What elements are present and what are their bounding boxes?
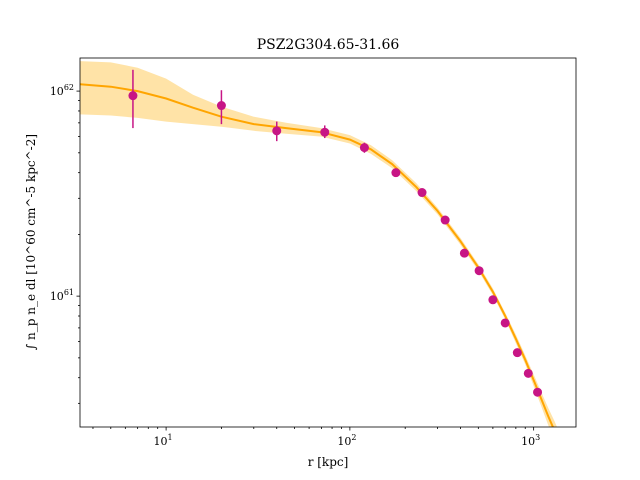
tick-label: 101 [154, 433, 173, 448]
x-axis: 101 102 103 [92, 427, 540, 448]
chart-title: PSZ2G304.65-31.66 [257, 37, 400, 53]
data-marker [320, 127, 330, 137]
data-marker [128, 91, 138, 101]
data-marker [459, 248, 469, 258]
x-axis-label: r [kpc] [308, 455, 349, 469]
data-marker [417, 188, 427, 198]
data-point [500, 318, 510, 328]
data-marker [474, 266, 484, 276]
plot-frame [79, 57, 577, 428]
data-marker [359, 143, 369, 153]
data-point [474, 266, 484, 276]
data-point [533, 387, 543, 397]
data-point [523, 368, 533, 378]
data-point [417, 188, 427, 198]
tick-label: 103 [521, 433, 540, 448]
data-marker [216, 101, 226, 111]
data-point [512, 348, 522, 358]
y-axis: 1061 1062 [50, 83, 80, 404]
data-point [488, 295, 498, 305]
data-marker [500, 318, 510, 328]
data-point [272, 121, 282, 142]
data-marker [533, 387, 543, 397]
data-marker [523, 368, 533, 378]
data-point [391, 168, 401, 178]
model-line [80, 83, 554, 427]
y-axis-label: ∫ n_p n_e dl [10^60 cm^-5 kpc^-2] [24, 134, 38, 350]
data-marker [488, 295, 498, 305]
data-marker [440, 215, 450, 225]
data-point [359, 142, 369, 153]
data-marker [512, 348, 522, 358]
data-point [440, 215, 450, 225]
tick-label: 1062 [50, 83, 74, 98]
data-point [216, 90, 226, 125]
data-point [128, 69, 138, 129]
tick-label: 1061 [50, 288, 74, 303]
data-point [459, 248, 469, 258]
model-uncertainty-band [80, 61, 558, 427]
data-marker [272, 126, 282, 136]
tick-label: 102 [337, 433, 356, 448]
data-point [320, 125, 330, 139]
plot-area [80, 61, 558, 427]
data-marker [391, 168, 401, 178]
data-points [128, 69, 543, 397]
